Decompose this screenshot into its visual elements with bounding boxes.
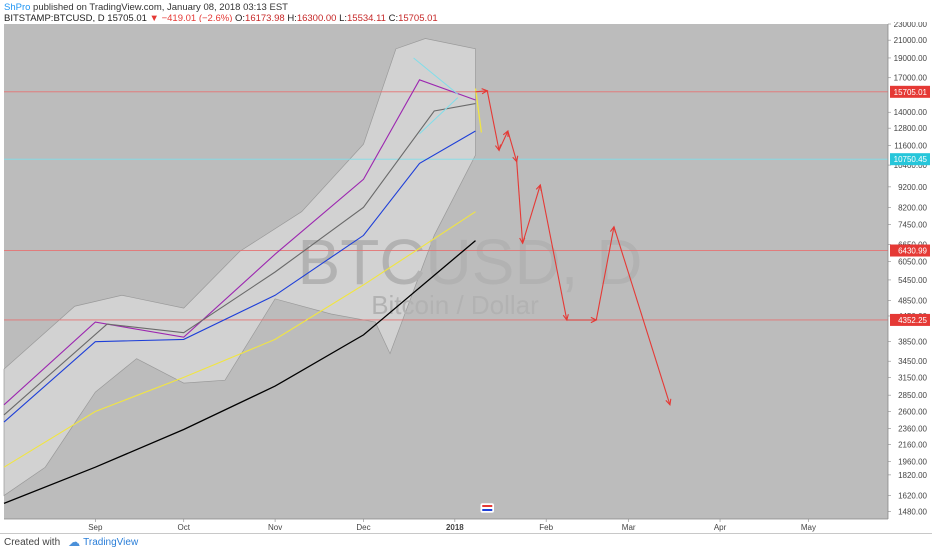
open-value: 16173.98	[245, 13, 285, 24]
price-tag	[890, 153, 930, 166]
price-tick-label: 12800.00	[894, 124, 928, 133]
price-tick-label: 7450.00	[898, 220, 927, 229]
price-tick-label: 2850.00	[898, 391, 927, 400]
cyan-trend-line	[419, 97, 459, 135]
price-tick-label: 19000.00	[894, 54, 928, 63]
price-tick-label: 14000.00	[894, 108, 928, 117]
projection-segment	[522, 184, 541, 244]
price-tick-label: 2160.00	[898, 440, 927, 449]
projection-segment	[539, 184, 568, 321]
publish-line: ShPro published on TradingView.com, Janu…	[4, 2, 928, 13]
time-tick-label: Apr	[714, 523, 727, 532]
yellow-arrow	[474, 88, 483, 133]
projection-segment	[507, 130, 518, 162]
time-tick-label: Mar	[622, 523, 636, 532]
price-tick-label: 1480.00	[898, 508, 927, 517]
down-arrow-icon: ▼	[149, 13, 159, 24]
price-tag	[890, 313, 930, 326]
ohlc-line: BITSTAMP:BTCUSD, D 15705.01 ▼ −419.01 (−…	[4, 13, 928, 24]
price-tick-label: 5450.00	[898, 276, 927, 285]
flag-event-icon	[480, 502, 495, 514]
price-tick-label: 3850.00	[898, 338, 927, 347]
price-tick-label: 2360.00	[898, 425, 927, 434]
chart-header: ShPro published on TradingView.com, Janu…	[0, 0, 932, 24]
projection-segment	[475, 90, 488, 93]
watermark-name: Bitcoin / Dollar	[371, 290, 539, 320]
time-tick-label: Oct	[178, 523, 191, 532]
high-value: 16300.00	[296, 13, 337, 24]
low-label: L:	[339, 13, 348, 24]
time-tick-label: 2018	[446, 523, 464, 532]
symbol-label: BITSTAMP:BTCUSD, D	[4, 13, 105, 24]
price-tick-label: 3150.00	[898, 373, 927, 382]
price-tick-label: 8200.00	[898, 203, 927, 212]
price-tick-label: 23000.00	[894, 22, 928, 29]
moving-average-black	[3, 240, 476, 505]
publish-info: published on TradingView.com, January 08…	[33, 2, 288, 13]
author-link[interactable]: ShPro	[4, 2, 31, 13]
tradingview-cloud-icon: ☁	[68, 535, 81, 549]
price-tag	[890, 85, 930, 98]
price-tag-label: 4352.25	[898, 316, 927, 325]
price-change: −419.01 (−2.6%)	[161, 13, 233, 24]
price-tick-label: 17000.00	[894, 74, 928, 83]
price-tick-label: 9200.00	[898, 183, 927, 192]
footer: Created with ☁ TradingView	[0, 533, 932, 550]
close-label: C:	[388, 13, 399, 24]
projection-segment	[595, 226, 615, 321]
price-tick-label: 2600.00	[898, 407, 927, 416]
low-value: 15534.11	[347, 13, 386, 24]
tradingview-link[interactable]: TradingView	[83, 536, 139, 548]
time-tick-label: Sep	[88, 523, 103, 532]
watermark-symbol: BTCUSD, D	[298, 226, 643, 298]
moving-average-purple	[3, 79, 476, 406]
moving-average-yellow	[3, 211, 476, 468]
price-tag	[890, 244, 930, 257]
cyan-trend-line	[413, 57, 459, 95]
time-tick-label: Nov	[268, 523, 282, 532]
projection-segment	[486, 90, 500, 151]
price-tick-label: 3450.00	[898, 357, 927, 366]
projection-segment	[613, 226, 671, 405]
time-tick-label: May	[801, 523, 816, 532]
chart-area[interactable]: BTCUSD, D Bitcoin / Dollar 23000.00 21000.0…	[0, 22, 932, 533]
moving-average-blue	[3, 130, 476, 423]
bollinger-band	[3, 38, 476, 497]
time-tick-label: Feb	[539, 523, 553, 532]
price-tick-label: 1620.00	[898, 492, 927, 501]
flag-stripe-icon	[482, 509, 493, 511]
price-tick-label: 1820.00	[898, 471, 927, 480]
price-tag-label: 6430.99	[898, 247, 927, 256]
high-label: H:	[287, 13, 297, 24]
price-tick-label: 4850.00	[898, 297, 927, 306]
close-value: 15705.01	[398, 13, 438, 24]
moving-average-gray	[3, 103, 476, 416]
projection-arrowhead	[665, 398, 672, 406]
price-tick-label: 10400.00	[894, 161, 928, 170]
price-tick-label: 21000.00	[894, 36, 928, 45]
price-tick-label: 1960.00	[898, 458, 927, 467]
open-label: O:	[235, 13, 246, 24]
price-tick-label: 11600.00	[894, 142, 927, 151]
price-tag-label: 10750.45	[894, 155, 928, 164]
time-tick-label: Dec	[356, 523, 370, 532]
price-tick-label: 6050.00	[898, 257, 927, 266]
last-price: 15705.01	[107, 13, 147, 24]
flag-stripe-icon	[482, 505, 493, 507]
created-with-label: Created with	[4, 536, 61, 548]
projection-segment	[516, 161, 524, 244]
projection-segment	[498, 130, 509, 151]
price-tag-label: 15705.01	[894, 88, 928, 97]
